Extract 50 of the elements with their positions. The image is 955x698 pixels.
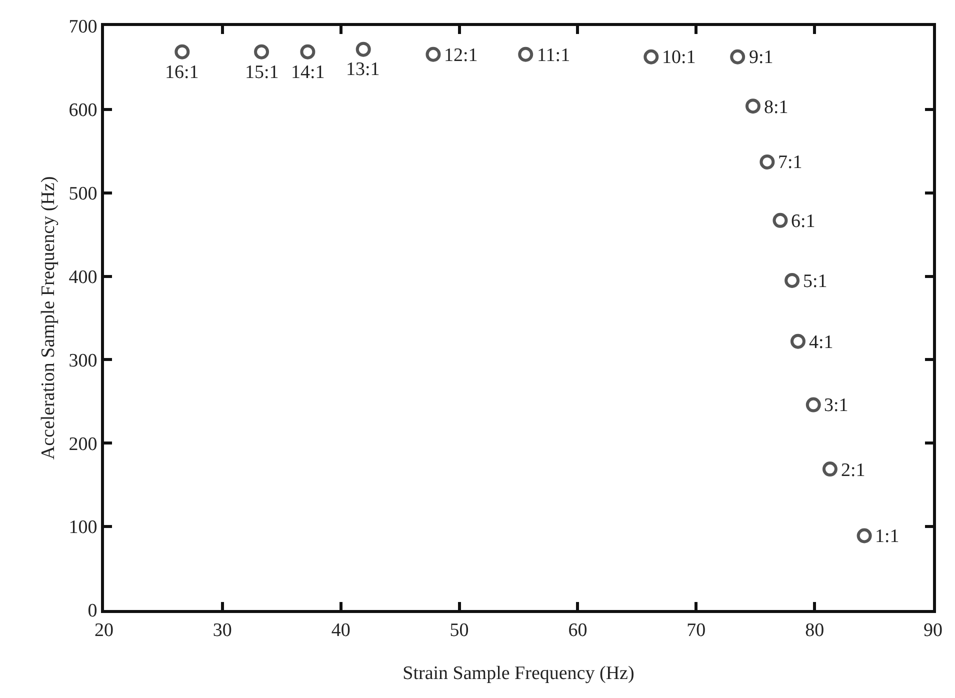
y-tick-label: 200 [68, 434, 98, 455]
point [760, 154, 775, 170]
point [356, 42, 371, 57]
x-tick-label: 40 [331, 620, 350, 641]
y-tick-label: 100 [68, 517, 98, 538]
annotation: 2:1 [841, 460, 866, 481]
annotation: 3:1 [824, 395, 848, 416]
point [784, 272, 800, 288]
point [856, 528, 872, 544]
annotation: 4:1 [809, 332, 834, 353]
point [518, 46, 534, 62]
annotation: 10:1 [662, 47, 696, 68]
x-tick-label: 60 [568, 620, 588, 641]
annotation: 11:1 [537, 45, 570, 66]
annotation: 8:1 [764, 97, 788, 118]
point [644, 49, 659, 64]
x-tick-label: 20 [94, 620, 114, 641]
x-tick-label: 30 [212, 620, 232, 641]
x-tick-label: 50 [450, 620, 469, 641]
x-tick-label: 70 [686, 620, 706, 641]
point [745, 98, 760, 114]
annotation: 1:1 [875, 526, 900, 547]
annotation: 6:1 [791, 211, 816, 232]
annotation: 9:1 [749, 47, 774, 68]
annotation: 15:1 [245, 62, 279, 83]
x-tick-label: 80 [805, 620, 824, 641]
annotation: 5:1 [803, 271, 828, 292]
annotation: 12:1 [444, 45, 478, 66]
point [174, 44, 190, 60]
point [300, 44, 316, 60]
point [254, 44, 270, 60]
y-tick-label: 700 [68, 16, 98, 38]
x-axis-title: Strain Sample Frequency (Hz) [402, 663, 634, 684]
annotation: 7:1 [778, 152, 802, 173]
point [730, 49, 746, 64]
point [426, 46, 441, 62]
point [822, 462, 838, 477]
point [806, 397, 821, 412]
y-tick-label: 0 [88, 600, 98, 622]
y-tick-label: 500 [68, 184, 98, 205]
y-axis-title: Acceleration Sample Frequency (Hz) [38, 176, 59, 460]
annotation: 14:1 [291, 62, 325, 83]
x-tick-label: 90 [924, 620, 942, 641]
y-tick-label: 600 [68, 100, 98, 122]
annotation: 13:1 [346, 59, 380, 80]
point [790, 334, 806, 349]
y-tick-label: 400 [68, 266, 98, 288]
y-tick-label: 300 [68, 350, 98, 372]
point [772, 212, 788, 228]
annotation: 16:1 [165, 62, 199, 83]
